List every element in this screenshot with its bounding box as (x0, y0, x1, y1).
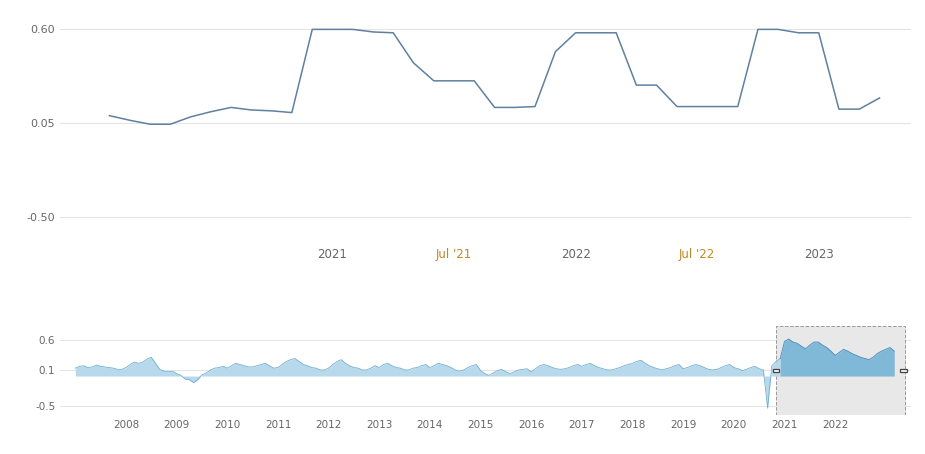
Bar (901, 369, 906, 372)
Bar (773, 369, 779, 372)
Bar (776, 326, 905, 415)
